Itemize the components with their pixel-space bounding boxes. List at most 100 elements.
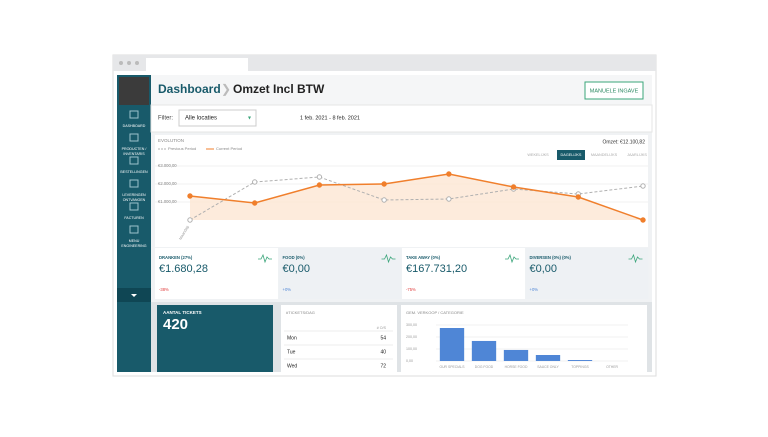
page-subtitle: Omzet Incl BTW xyxy=(233,82,325,96)
sidebar-icon[interactable] xyxy=(129,156,139,165)
filter-label: Filter: xyxy=(158,116,173,122)
area xyxy=(190,173,643,220)
point xyxy=(446,171,452,177)
sidebar-label: PRODUCTEN / xyxy=(122,147,147,151)
kpi-value: €0,00 xyxy=(530,263,558,275)
kpi-change: -75% xyxy=(406,287,416,292)
line xyxy=(189,173,644,221)
browser-tab[interactable] xyxy=(146,58,248,71)
sidebar-label: DASHBOARD xyxy=(123,124,146,128)
point xyxy=(575,194,581,200)
bar xyxy=(567,360,593,361)
sidebar-icon[interactable] xyxy=(129,202,139,211)
point xyxy=(316,174,323,180)
tab: JAARLIJKS xyxy=(627,153,647,157)
point xyxy=(510,184,517,190)
bar xyxy=(535,355,561,361)
kpi-change: +0% xyxy=(283,287,292,292)
x-tick-label: HORSE FOOD xyxy=(505,365,528,369)
table-cell: Tue xyxy=(287,349,296,355)
point xyxy=(446,196,452,202)
kpi-label: DIVERSEN (0%) (0%) xyxy=(530,255,572,260)
kpi-change: -38% xyxy=(159,287,169,292)
point xyxy=(252,179,258,185)
table-cell: 54 xyxy=(380,335,386,341)
kpi-value: €167.731,20 xyxy=(406,263,467,275)
point xyxy=(187,193,193,199)
point xyxy=(640,217,646,223)
button-label: MANUELE INGAVE xyxy=(590,88,639,94)
tickets-card xyxy=(157,305,273,372)
kpi-card xyxy=(525,248,649,299)
x-tick-label: OTHER xyxy=(606,365,618,369)
kpi-label: DRANKEN (27%) xyxy=(159,255,193,260)
dot xyxy=(135,61,139,65)
sidebar-label: ENGINEERING xyxy=(121,244,146,248)
sidebar xyxy=(117,75,151,372)
y-tick-label: 200,00 xyxy=(406,335,417,339)
page-header xyxy=(151,75,652,105)
point xyxy=(187,217,193,223)
point xyxy=(381,197,387,203)
x-tick-label: Maandag xyxy=(178,225,189,241)
separator-icon: ❯ xyxy=(221,82,231,96)
point xyxy=(381,181,387,187)
y-tick-label: 0,00 xyxy=(406,359,413,363)
line xyxy=(189,176,644,221)
sidebar-label: BESTELLINGEN xyxy=(120,170,148,174)
sparkline-icon xyxy=(505,253,519,264)
button[interactable] xyxy=(584,81,644,100)
sidebar-icon[interactable] xyxy=(129,179,139,188)
point xyxy=(252,200,258,206)
date-range: 1 feb. 2021 - 8 feb. 2021 xyxy=(300,115,360,121)
tab: MAANDELIJKS xyxy=(591,153,618,157)
sparkline-icon xyxy=(628,253,643,264)
tab: WEKELIJKS xyxy=(527,153,549,157)
kpi-card xyxy=(278,248,402,299)
table-cell: Mon xyxy=(287,335,297,341)
browser-bar xyxy=(113,55,656,71)
x-tick-label: OUR SPECIALS xyxy=(439,365,465,369)
sidebar-label: INVENTARIS xyxy=(123,152,145,156)
chart-title: GEM. VERKOOP / CATEGORIE xyxy=(406,310,464,315)
sidebar-label: LEVERINGEN xyxy=(122,193,146,197)
sidebar-label: MENU xyxy=(129,239,140,243)
x-tick-label: TOPPINGS xyxy=(571,365,589,369)
y-tick-label: 300,00 xyxy=(406,323,417,327)
kpi-label: TAKE AWAY (0%) xyxy=(406,255,441,260)
kpi-label: FOOD (0%) xyxy=(283,255,306,260)
sidebar-icon[interactable] xyxy=(129,133,139,142)
page-title: Dashboard xyxy=(158,82,221,96)
table-card xyxy=(281,305,397,372)
sidebar-icon[interactable] xyxy=(129,110,139,119)
tab-active[interactable] xyxy=(557,150,585,160)
table-cell: 40 xyxy=(380,349,386,355)
tickets-label: AANTAL TICKETS xyxy=(163,310,202,315)
y-tick-label: €1.000,00 xyxy=(158,199,177,204)
table-cell: Wed xyxy=(287,363,297,369)
point xyxy=(316,182,323,188)
chart-title: EVOLUTION xyxy=(158,138,184,143)
table-column: # O/S xyxy=(377,326,387,330)
dot xyxy=(127,61,131,65)
sidebar-icon[interactable] xyxy=(129,225,139,234)
table-title: #TICKETS/DAG xyxy=(286,310,315,315)
sidebar-label: ONTVANGEN xyxy=(123,198,146,202)
dropdown[interactable] xyxy=(178,109,257,127)
sparkline-icon xyxy=(381,253,396,264)
y-tick-label: €2.000,00 xyxy=(158,181,177,186)
table-cell: 72 xyxy=(380,363,386,369)
y-tick-label: 100,00 xyxy=(406,347,417,351)
x-tick-label: DOG FOOD xyxy=(475,365,494,369)
legend-label: Current Period xyxy=(216,146,242,151)
sparkline-icon xyxy=(258,253,272,264)
kpi-value: €0,00 xyxy=(283,263,311,275)
point xyxy=(640,183,646,189)
tickets-value: 420 xyxy=(163,316,188,333)
bar xyxy=(439,328,465,361)
arrow xyxy=(131,294,137,297)
x-tick-label: SAUCE ONLY xyxy=(537,365,559,369)
kpi-card xyxy=(155,248,278,299)
kpi-change: +0% xyxy=(530,287,539,292)
